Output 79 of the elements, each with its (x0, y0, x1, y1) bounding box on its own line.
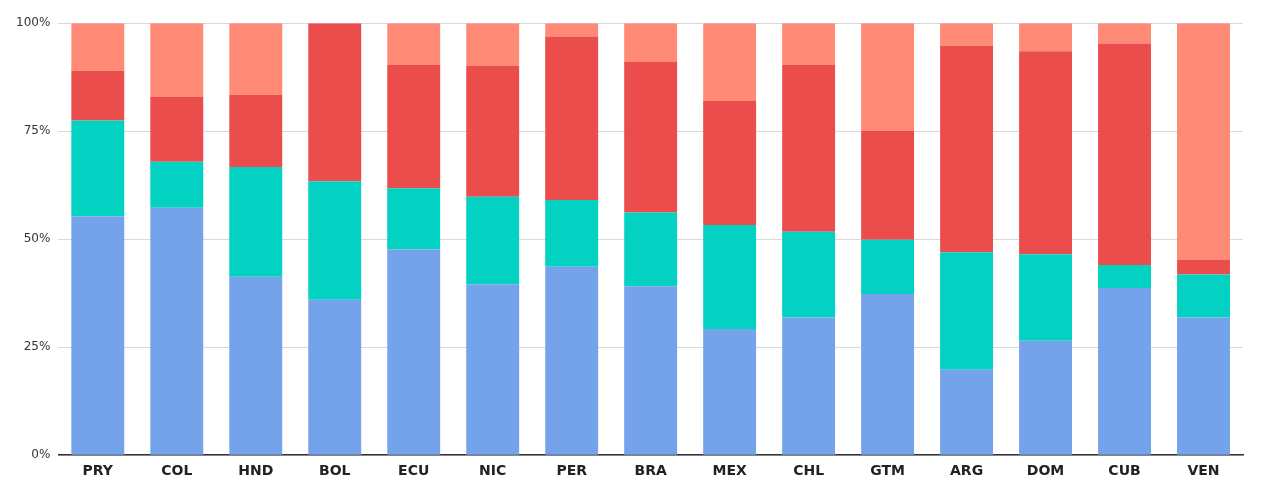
bar (1019, 254, 1073, 341)
x-tick-label: MEX (712, 462, 747, 479)
bar (861, 130, 915, 240)
bar (782, 23, 836, 66)
x-tick-label: CUB (1108, 462, 1141, 479)
x-tick-label: COL (161, 462, 193, 479)
bar (940, 23, 994, 46)
x-tick-label: PER (556, 462, 588, 479)
bar (1177, 259, 1230, 275)
x-tick-label: ARG (950, 462, 984, 479)
bar (624, 62, 678, 213)
bar (71, 70, 125, 121)
bar (782, 65, 836, 232)
x-tick-label: NIC (479, 462, 507, 479)
x-tick-label: CHL (793, 462, 825, 479)
bar (150, 207, 204, 455)
x-tick-label: ECU (398, 462, 430, 479)
x-tick-label: HND (238, 462, 274, 479)
bar (1177, 317, 1230, 455)
x-tick-label: DOM (1026, 462, 1065, 479)
bar (703, 329, 757, 455)
bar (466, 23, 520, 66)
x-tick-label: GTM (870, 462, 905, 479)
bar (624, 212, 678, 287)
bar (940, 369, 994, 455)
bar (1098, 23, 1151, 44)
bar (387, 23, 441, 66)
bar (1098, 288, 1151, 455)
bar (308, 299, 362, 455)
bar (1177, 23, 1230, 260)
bar (466, 284, 520, 455)
y-tick-label: 75% (23, 123, 51, 138)
bar (308, 23, 362, 182)
bar (71, 120, 125, 217)
bar (703, 224, 757, 330)
bar (466, 65, 520, 197)
y-tick-label: 25% (23, 339, 51, 354)
bar (782, 317, 836, 455)
bar (229, 276, 283, 455)
bar (861, 23, 915, 131)
x-tick-label: VEN (1187, 462, 1220, 479)
bar (545, 23, 599, 37)
bar (940, 252, 994, 370)
bar (71, 216, 125, 455)
bar (466, 196, 520, 285)
bar (229, 94, 283, 168)
bar (150, 97, 204, 162)
bar (703, 100, 757, 225)
x-tick-label: BRA (634, 462, 667, 479)
bar (150, 161, 204, 208)
bar (940, 45, 994, 253)
bar (387, 65, 441, 189)
bar (861, 294, 915, 455)
bar (1019, 340, 1073, 455)
bar (624, 23, 678, 63)
bar (545, 199, 599, 267)
bar (1019, 51, 1073, 255)
x-tick-label: BOL (318, 462, 351, 479)
bar (387, 249, 441, 455)
bar (387, 188, 441, 250)
bar (703, 23, 757, 101)
bar (71, 23, 125, 71)
bar (229, 167, 283, 277)
bar (1098, 265, 1151, 289)
bar (545, 266, 599, 455)
bar (1098, 43, 1151, 266)
bar (308, 181, 362, 300)
bar (1177, 274, 1230, 318)
x-tick-label: PRY (82, 462, 114, 479)
bar (229, 23, 283, 95)
y-tick-label: 100% (15, 15, 51, 30)
bar (861, 239, 915, 295)
bar (545, 36, 599, 200)
bar (782, 231, 836, 318)
bar (150, 23, 204, 98)
y-tick-label: 0% (31, 447, 51, 462)
bar (1019, 23, 1073, 52)
y-tick-label: 50% (23, 231, 51, 246)
bar (624, 286, 678, 455)
